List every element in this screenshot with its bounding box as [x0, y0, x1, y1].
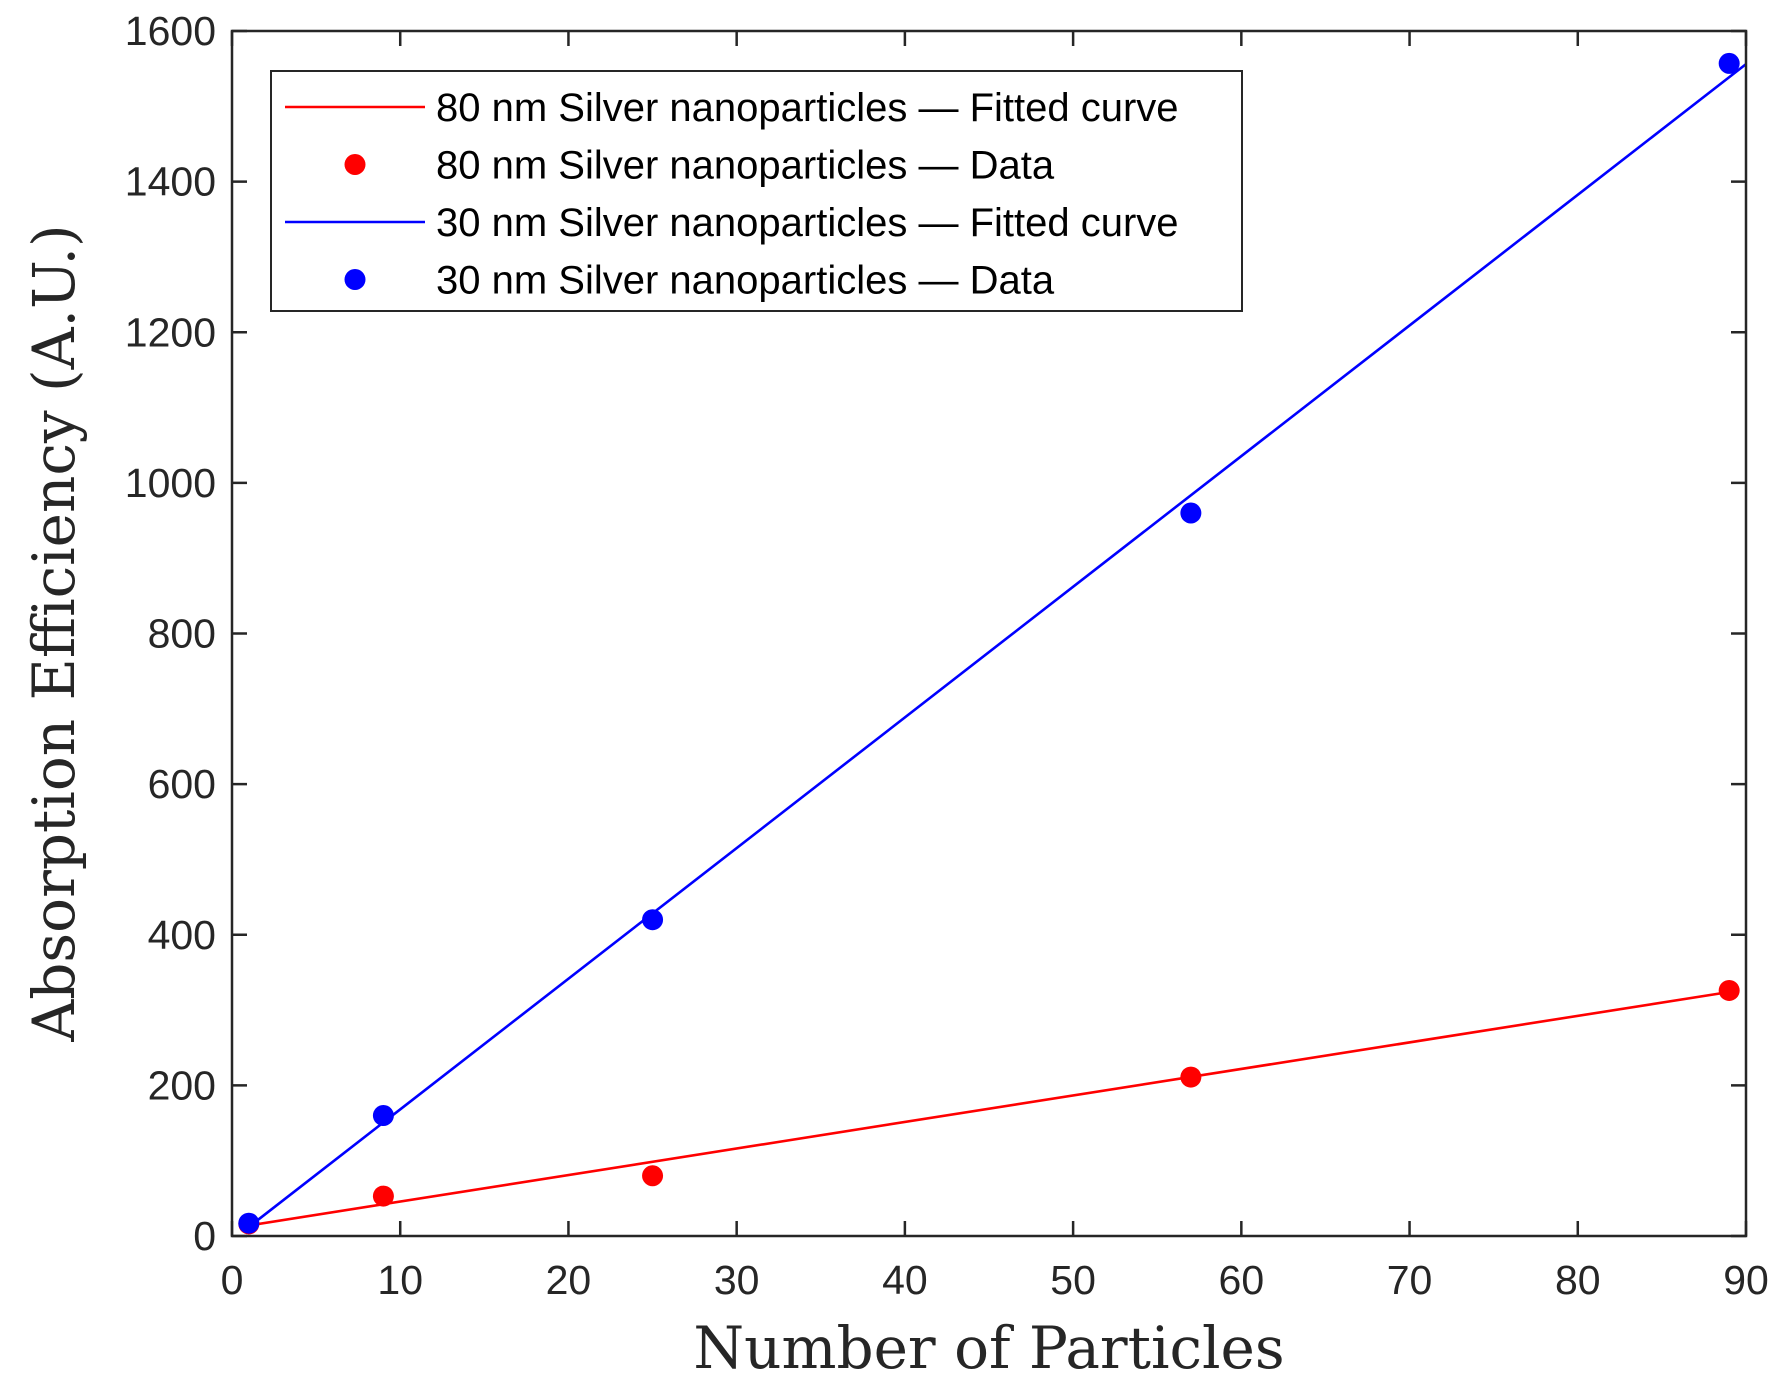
legend-marker-swatch	[344, 154, 366, 175]
x-tick-label: 30	[714, 1257, 760, 1303]
series-line-0	[248, 990, 1730, 1227]
legend-label: 30 nm Silver nanoparticles — Data	[436, 259, 1055, 303]
y-tick-label: 1400	[125, 159, 216, 205]
x-tick-label: 0	[221, 1257, 244, 1303]
y-tick-label: 1200	[125, 309, 216, 355]
data-point-1-3	[1180, 1066, 1202, 1088]
x-tick-label: 40	[882, 1257, 928, 1303]
x-tick-label: 60	[1219, 1257, 1265, 1303]
data-point-3-2	[642, 909, 664, 931]
data-point-3-1	[372, 1105, 394, 1126]
y-tick-label: 400	[148, 912, 216, 958]
y-tick-label: 1600	[125, 8, 216, 54]
x-tick-label: 50	[1050, 1257, 1096, 1303]
x-axis-title: Number of Particles	[693, 1314, 1284, 1382]
data-point-3-0	[238, 1212, 260, 1234]
data-point-1-1	[372, 1185, 394, 1207]
y-tick-label: 200	[148, 1062, 216, 1108]
y-tick-label: 1000	[125, 460, 216, 506]
legend-label: 80 nm Silver nanoparticles — Fitted curv…	[436, 86, 1179, 130]
series-line-2	[248, 63, 1747, 1228]
x-tick-label: 90	[1723, 1257, 1769, 1303]
data-point-3-3	[1180, 502, 1202, 524]
data-point-1-4	[1718, 979, 1740, 1001]
legend-label: 80 nm Silver nanoparticles — Data	[436, 144, 1055, 188]
x-tick-label: 70	[1387, 1257, 1433, 1303]
y-axis-title: Absorption Efficiency (A.U.)	[20, 224, 88, 1042]
legend-marker-swatch	[344, 269, 366, 290]
x-tick-label: 10	[377, 1257, 423, 1303]
legend: 80 nm Silver nanoparticles — Fitted curv…	[270, 70, 1243, 312]
x-tick-label: 80	[1555, 1257, 1601, 1303]
data-point-3-4	[1718, 52, 1740, 74]
axes-box	[230, 29, 1748, 1238]
legend-label: 30 nm Silver nanoparticles — Fitted curv…	[436, 201, 1179, 245]
legend-box	[270, 70, 1243, 312]
data-point-1-2	[642, 1165, 664, 1187]
axis-tick-labels: 0 10 20 30 40 50 60 70 80 90 0 200 400 600 800 1000 1200…	[125, 8, 1769, 1303]
x-tick-label: 20	[546, 1257, 592, 1303]
y-tick-label: 0	[193, 1213, 216, 1259]
y-tick-label: 800	[148, 611, 216, 657]
y-tick-label: 600	[148, 761, 216, 807]
data-series	[238, 52, 1747, 1235]
